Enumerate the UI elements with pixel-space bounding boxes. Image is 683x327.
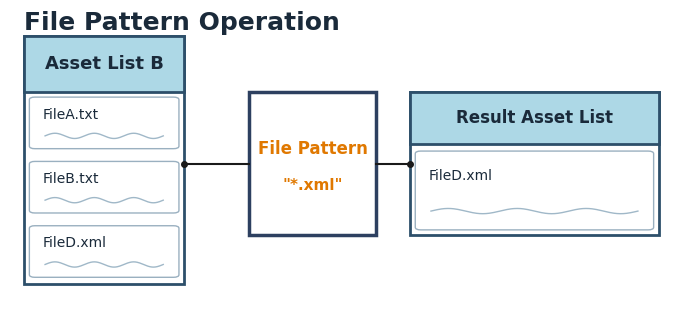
Bar — [410, 92, 659, 235]
Bar — [24, 36, 184, 92]
Text: File Pattern: File Pattern — [257, 140, 367, 158]
Bar — [24, 36, 184, 284]
Text: Result Asset List: Result Asset List — [456, 109, 613, 127]
Text: File Pattern Operation: File Pattern Operation — [24, 11, 339, 35]
FancyBboxPatch shape — [29, 97, 179, 149]
Bar — [249, 92, 376, 235]
Text: FileD.xml: FileD.xml — [43, 236, 107, 250]
Text: FileB.txt: FileB.txt — [43, 172, 100, 186]
Bar — [410, 92, 659, 144]
Text: "*.xml": "*.xml" — [282, 178, 343, 193]
FancyBboxPatch shape — [415, 151, 654, 230]
FancyBboxPatch shape — [29, 162, 179, 213]
FancyBboxPatch shape — [29, 226, 179, 277]
Text: FileA.txt: FileA.txt — [43, 108, 99, 122]
Text: Asset List B: Asset List B — [44, 55, 164, 73]
Text: FileD.xml: FileD.xml — [429, 169, 493, 183]
